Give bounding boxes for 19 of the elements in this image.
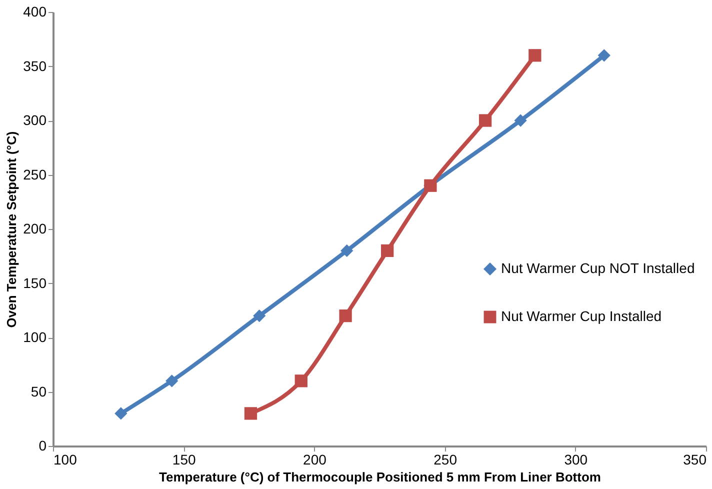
x-tick-label: 300 [564, 452, 588, 468]
y-tick-label: 250 [23, 166, 47, 182]
y-tick-label: 0 [38, 438, 47, 454]
y-tick-label: 50 [30, 383, 47, 400]
legend-label: Nut Warmer Cup NOT Installed [501, 260, 695, 276]
x-tick-label: 250 [434, 452, 458, 468]
x-tick-label: 100 [54, 452, 78, 468]
y-tick-label: 400 [23, 4, 47, 20]
x-axis-title: Temperature (°C) of Thermocouple Positioned 5 mm From Liner Bottom [159, 470, 601, 484]
y-tick-label: 350 [23, 58, 47, 74]
y-tick-label: 200 [23, 220, 47, 236]
x-tick-label: 350 [683, 452, 707, 468]
y-axis-title: Oven Temperature Setpoint (°C) [4, 131, 20, 328]
y-tick-label: 300 [23, 112, 47, 128]
x-tick-label: 150 [172, 452, 196, 468]
x-tick-label: 200 [303, 452, 327, 468]
legend-label: Nut Warmer Cup Installed [501, 308, 662, 324]
y-tick-label: 100 [23, 329, 47, 345]
y-tick-label: 150 [23, 274, 47, 291]
